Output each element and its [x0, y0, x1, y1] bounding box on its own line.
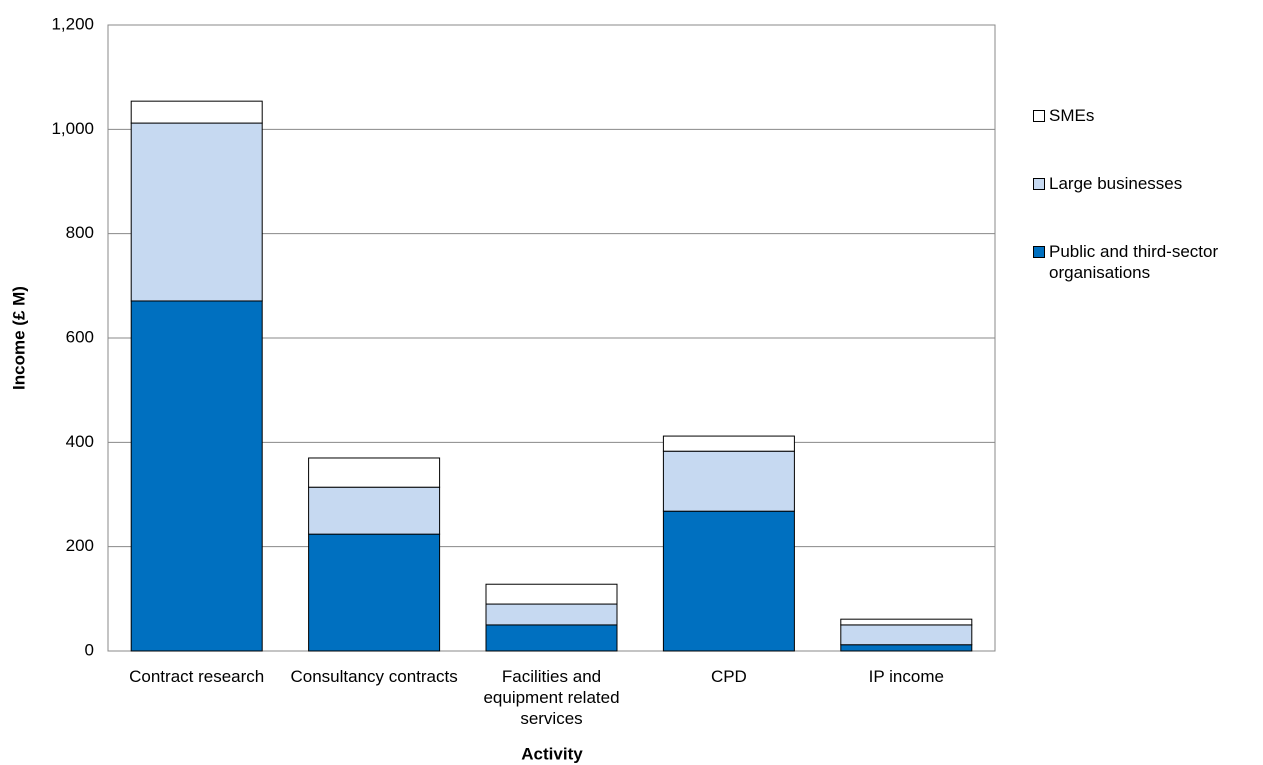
bar-segment [840, 618, 973, 626]
x-axis-title: Activity [521, 744, 583, 763]
x-tick-label: Contract research [129, 667, 265, 686]
bar-segment [130, 300, 263, 652]
bar-segment [840, 624, 973, 646]
y-tick-label: 200 [66, 536, 94, 555]
y-tick-label: 1,000 [51, 119, 94, 138]
bar-segment [485, 624, 618, 652]
y-tick-label: 800 [66, 223, 94, 242]
x-tick-label: Facilities and equipment related service… [483, 667, 620, 728]
bar-segment [308, 486, 441, 535]
legend-swatch [1033, 178, 1045, 190]
x-tick-label: IP income [868, 667, 944, 686]
bar-segment [485, 603, 618, 626]
legend-label: Large businesses [1049, 174, 1183, 193]
y-axis-title: Income (£ M) [9, 286, 28, 390]
bar-segment [662, 435, 795, 452]
x-tick-label: Consultancy contracts [290, 667, 458, 686]
y-tick-label: 400 [66, 432, 94, 451]
bar-segment [840, 644, 973, 652]
legend-swatch [1033, 246, 1045, 258]
bar-segment [130, 122, 263, 302]
bar-segment [130, 100, 263, 124]
y-tick-label: 600 [66, 327, 94, 346]
bar-segment [662, 450, 795, 512]
bar-segment [662, 510, 795, 652]
x-tick-label: CPD [710, 667, 747, 686]
bar-segment [485, 583, 618, 605]
y-tick-label: 0 [85, 640, 94, 659]
legend-swatch [1033, 110, 1045, 122]
bar-segment [308, 533, 441, 652]
legend-label: Public and third-sector organisations [1049, 242, 1219, 282]
legend-label: SMEs [1049, 106, 1095, 125]
bar-segment [308, 457, 441, 488]
y-tick-label: 1,200 [51, 14, 94, 33]
